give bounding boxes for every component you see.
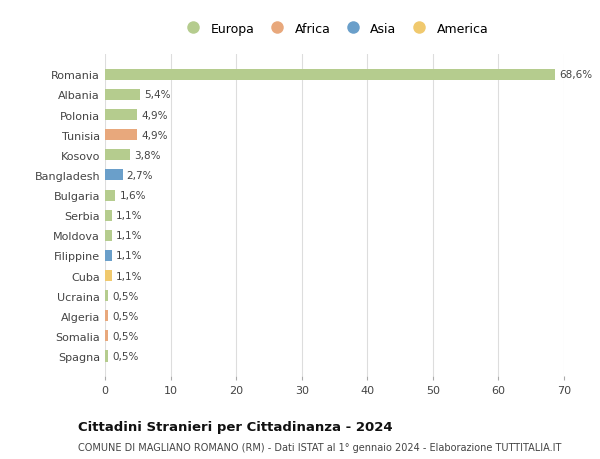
Text: 4,9%: 4,9% [141,130,167,140]
Text: COMUNE DI MAGLIANO ROMANO (RM) - Dati ISTAT al 1° gennaio 2024 - Elaborazione TU: COMUNE DI MAGLIANO ROMANO (RM) - Dati IS… [78,442,562,452]
Text: 1,1%: 1,1% [116,211,143,221]
Bar [105,210,112,221]
Text: 3,8%: 3,8% [134,151,160,161]
Text: 1,1%: 1,1% [116,271,143,281]
Bar [105,270,112,281]
Bar [105,250,112,262]
Bar [105,230,112,241]
Bar [105,130,137,141]
Text: 68,6%: 68,6% [559,70,592,80]
Text: 0,5%: 0,5% [112,351,139,361]
Text: 5,4%: 5,4% [145,90,171,100]
Text: 1,1%: 1,1% [116,251,143,261]
Bar [105,311,108,322]
Legend: Europa, Africa, Asia, America: Europa, Africa, Asia, America [181,23,488,36]
Text: Cittadini Stranieri per Cittadinanza - 2024: Cittadini Stranieri per Cittadinanza - 2… [78,420,392,433]
Text: 1,6%: 1,6% [119,190,146,201]
Bar [105,90,140,101]
Bar [105,70,555,81]
Text: 0,5%: 0,5% [112,331,139,341]
Bar [105,110,137,121]
Bar [105,150,130,161]
Bar [105,170,123,181]
Text: 2,7%: 2,7% [127,171,153,180]
Bar [105,330,108,341]
Bar [105,351,108,362]
Text: 0,5%: 0,5% [112,311,139,321]
Text: 1,1%: 1,1% [116,231,143,241]
Text: 0,5%: 0,5% [112,291,139,301]
Bar [105,190,115,201]
Bar [105,291,108,302]
Text: 4,9%: 4,9% [141,110,167,120]
